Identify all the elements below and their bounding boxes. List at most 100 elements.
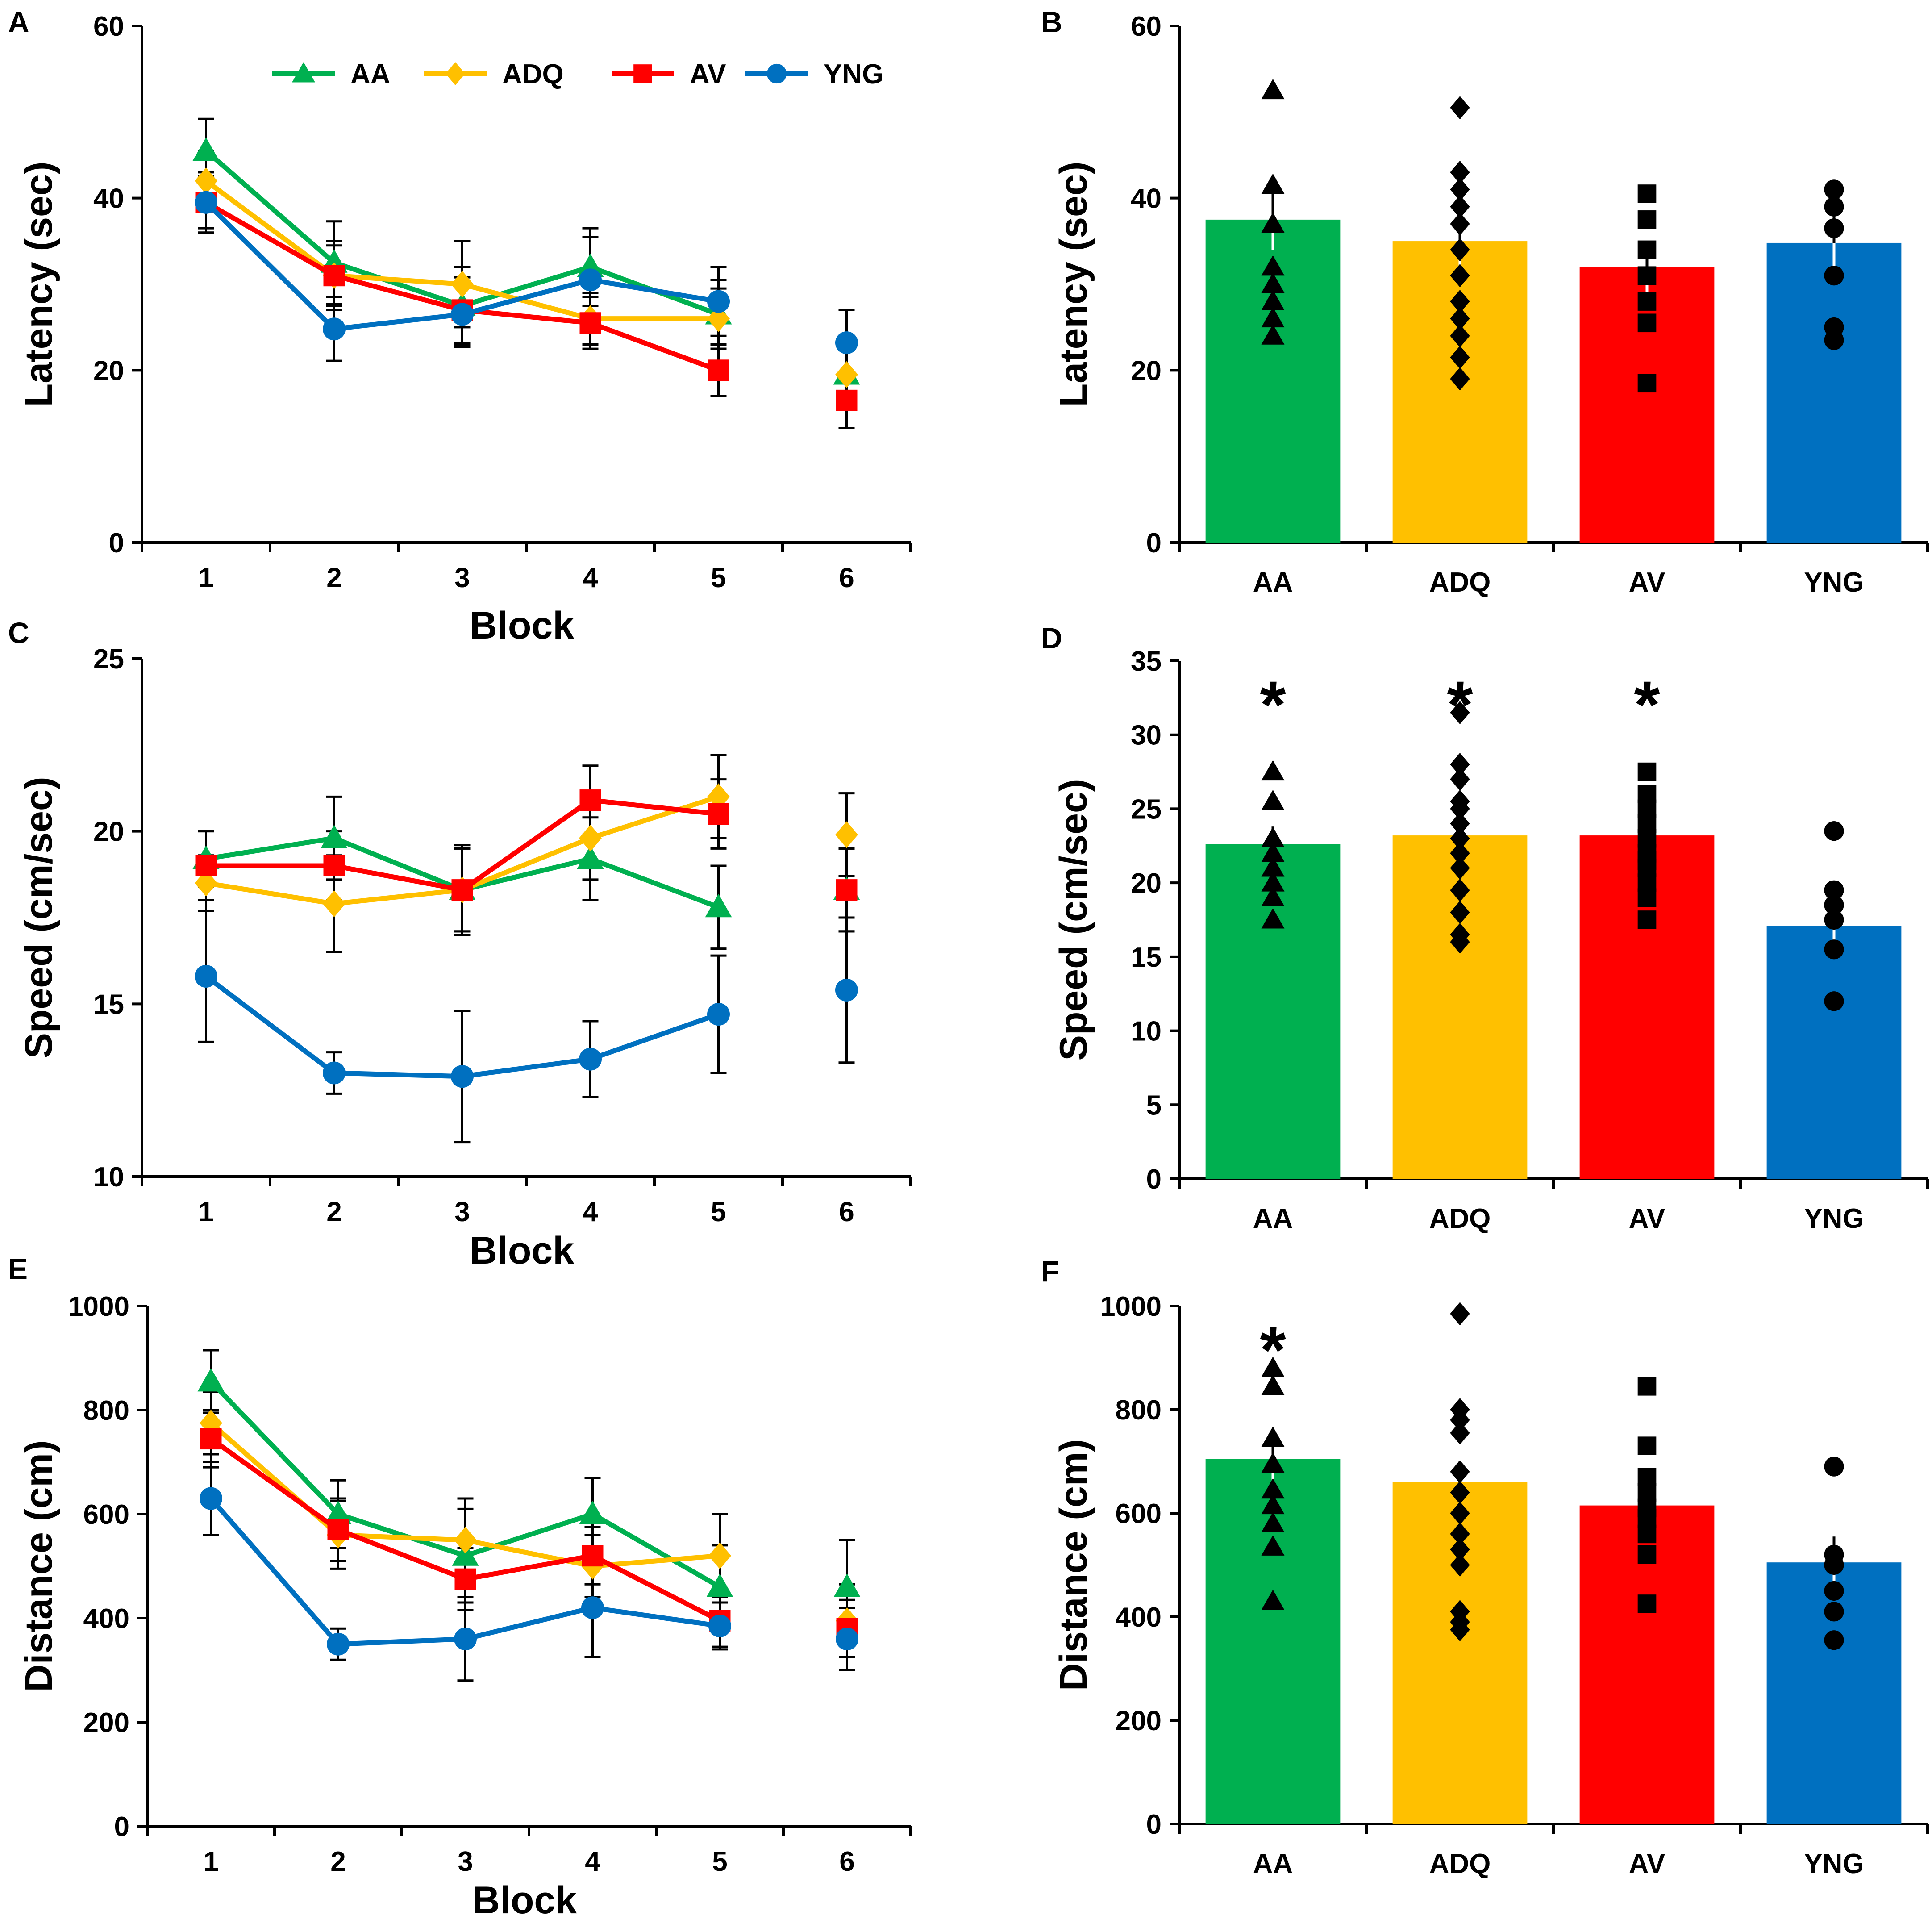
x-tick-label: 5 xyxy=(711,1197,726,1227)
x-tick-label: 3 xyxy=(454,1197,470,1227)
data-point-yng xyxy=(835,978,858,1002)
individual-point-yng xyxy=(1824,179,1844,200)
data-point-adq xyxy=(579,825,602,852)
individual-point-aa xyxy=(1261,212,1285,233)
individual-point-aa xyxy=(1261,290,1285,310)
data-point-yng xyxy=(835,331,858,355)
data-point-yng xyxy=(451,1065,474,1088)
individual-point-adq xyxy=(1450,930,1470,954)
legend: AA ADQ AV YNG xyxy=(272,59,883,90)
individual-point-yng xyxy=(1824,991,1844,1011)
category-label-aa: AA xyxy=(1253,1203,1293,1234)
significance-star-aa: * xyxy=(1260,1312,1286,1387)
x-tick-label: 6 xyxy=(839,1846,854,1877)
x-tick-label: 5 xyxy=(711,563,726,593)
individual-point-aa xyxy=(1261,1478,1285,1499)
individual-point-adq xyxy=(1450,307,1470,330)
data-point-yng xyxy=(323,1061,346,1085)
category-label-adq: ADQ xyxy=(1429,567,1491,598)
individual-point-adq xyxy=(1450,1481,1470,1504)
panel-b: 0 20 40 60 Latency (sec) B AA ADQ AV YNG xyxy=(1041,5,1929,598)
individual-point-aa xyxy=(1261,1535,1285,1556)
individual-point-adq xyxy=(1450,856,1470,880)
panel-d-y-tick-label: 35 xyxy=(1131,646,1162,677)
panel-d-y-axis-title: Speed (cm/sec) xyxy=(1052,779,1095,1061)
panel-d-y-tick-label: 5 xyxy=(1146,1090,1162,1121)
panel-f-y-tick-label: 600 xyxy=(1116,1498,1162,1529)
individual-point-aa xyxy=(1261,760,1285,781)
x-tick-label: 6 xyxy=(839,1197,854,1227)
individual-point-aa xyxy=(1261,1426,1285,1447)
category-label-adq: ADQ xyxy=(1429,1203,1491,1234)
data-point-av xyxy=(708,803,729,825)
data-point-yng xyxy=(836,1628,858,1651)
significance-star-av: * xyxy=(1634,667,1660,742)
individual-point-adq xyxy=(1450,346,1470,369)
individual-point-adq xyxy=(1450,841,1470,865)
data-point-av xyxy=(327,1519,349,1540)
panel-b-y-tick-label: 60 xyxy=(1131,11,1162,42)
panel-f: 0 200 400 600 800 1000 Distance (cm) F AA * ADQ AV Y… xyxy=(1041,1255,1929,1879)
individual-point-adq xyxy=(1450,238,1470,262)
individual-point-aa xyxy=(1261,173,1285,194)
data-point-av xyxy=(579,312,601,334)
data-point-yng xyxy=(707,290,730,313)
individual-point-adq xyxy=(1450,160,1470,184)
panel-a-y-axis-title: Latency (sec) xyxy=(17,162,60,407)
panel-e-y-tick-label: 400 xyxy=(83,1603,129,1634)
individual-point-av xyxy=(1637,374,1657,393)
individual-point-av xyxy=(1637,240,1657,259)
data-point-av xyxy=(579,789,601,811)
individual-point-aa xyxy=(1261,79,1285,100)
individual-point-yng xyxy=(1824,895,1844,915)
data-point-yng xyxy=(195,191,217,214)
data-point-adq xyxy=(708,1542,731,1569)
data-point-adq xyxy=(835,821,858,848)
individual-point-aa xyxy=(1261,255,1285,276)
individual-point-av xyxy=(1637,762,1657,781)
individual-point-av xyxy=(1637,1468,1657,1486)
data-point-aa xyxy=(706,1573,733,1597)
data-point-aa xyxy=(833,1573,861,1597)
individual-point-aa xyxy=(1261,1590,1285,1610)
individual-point-aa xyxy=(1261,856,1285,877)
x-tick-label: 1 xyxy=(198,1197,213,1227)
individual-point-adq xyxy=(1450,1421,1470,1445)
data-point-yng xyxy=(454,1628,477,1651)
data-point-adq xyxy=(195,167,217,195)
x-tick-label: 1 xyxy=(203,1846,218,1877)
panel-f-y-tick-label: 1000 xyxy=(1100,1291,1162,1322)
data-point-av xyxy=(582,1545,604,1567)
individual-point-av xyxy=(1637,888,1657,907)
significance-star-adq: * xyxy=(1447,667,1473,742)
data-point-av xyxy=(708,359,729,381)
x-tick-label: 2 xyxy=(330,1846,346,1877)
significance-star-aa: * xyxy=(1260,667,1286,742)
individual-point-aa xyxy=(1261,841,1285,862)
data-point-adq xyxy=(451,271,474,298)
individual-point-av xyxy=(1637,1377,1657,1396)
panel-e-y-tick-label: 800 xyxy=(83,1395,129,1426)
data-point-yng xyxy=(451,303,474,326)
panel-b-y-tick-label: 0 xyxy=(1146,528,1162,559)
panel-b-y-tick-label: 20 xyxy=(1131,355,1162,386)
data-point-aa xyxy=(325,1501,352,1524)
individual-point-aa xyxy=(1261,1494,1285,1515)
legend-label-av: AV xyxy=(690,59,726,90)
panel-a-y-tick-label: 0 xyxy=(109,528,124,559)
individual-point-yng xyxy=(1824,266,1844,286)
data-point-adq xyxy=(323,890,346,918)
data-point-av xyxy=(195,855,217,876)
x-tick-label: 6 xyxy=(839,563,854,593)
panel-c: 10 15 20 25 Speed (cm/sec) C 1 2 3 4 5 6 Block xyxy=(8,616,912,1272)
individual-point-yng xyxy=(1824,1555,1844,1575)
individual-point-adq xyxy=(1450,1460,1470,1484)
individual-point-yng xyxy=(1824,1457,1844,1477)
individual-point-aa xyxy=(1261,1356,1285,1377)
panel-e-y-tick-label: 0 xyxy=(114,1811,129,1842)
data-point-av xyxy=(451,879,473,901)
panel-d: 0 5 10 15 20 25 30 35 Speed (cm/sec) D AA * ADQ * AV * Y… xyxy=(1041,622,1929,1234)
individual-point-aa xyxy=(1261,908,1285,929)
panel-e-panel-letter: E xyxy=(8,1252,28,1285)
panel-f-panel-letter: F xyxy=(1041,1255,1059,1288)
